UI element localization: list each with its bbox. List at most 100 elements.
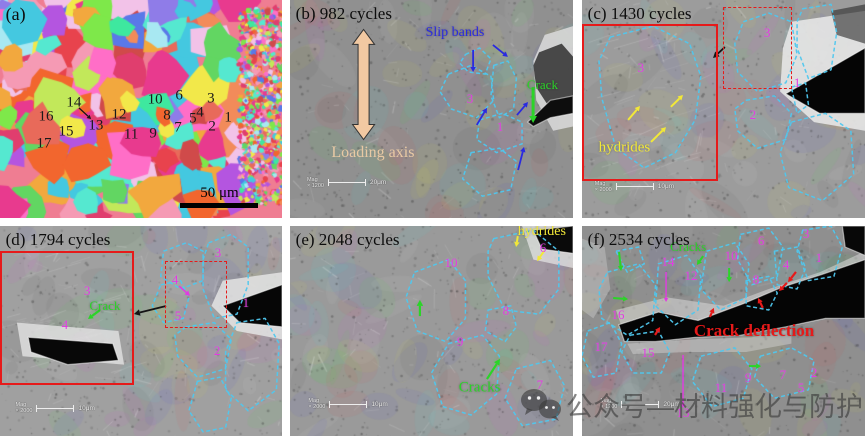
annotation-text: hydrides <box>517 226 566 239</box>
sem-overlay <box>351 26 573 197</box>
panel-title: (a) <box>5 4 26 25</box>
arrow-head <box>470 66 476 72</box>
grain-number: 1 <box>815 249 823 265</box>
grain-number: 7 <box>779 367 787 383</box>
grain-number: 2 <box>208 118 216 135</box>
magnification-label: Mag × 1200 <box>600 398 618 411</box>
arrow-head <box>726 277 732 283</box>
grain-outline <box>615 246 646 273</box>
arrow <box>613 297 624 300</box>
arrow-head <box>482 107 487 114</box>
arrow-head <box>622 295 629 302</box>
panel-f: Cracks Crack deflection 14 12 10 6 8 4 3 1 16 17 15 9… <box>582 226 865 436</box>
arrow <box>627 109 638 121</box>
sem-overlay <box>598 3 865 202</box>
annotation-text: hydrides <box>598 139 651 156</box>
magnification-label: Mag × 1200 <box>306 176 324 189</box>
grain-number: 15 <box>58 123 74 140</box>
grain-outline <box>734 95 793 149</box>
grain-number: 6 <box>175 87 183 104</box>
grain-outline <box>654 254 702 326</box>
grain-number: 1 <box>793 75 801 91</box>
arrow <box>516 105 526 116</box>
grain-number: 17 <box>594 338 608 354</box>
grain-outline <box>151 279 190 324</box>
grain-number: 10 <box>724 248 738 264</box>
arrow <box>650 129 664 143</box>
crack-region <box>526 95 573 128</box>
grain-number: 6 <box>539 240 547 256</box>
inset-box <box>582 23 718 181</box>
grain-number: 8 <box>752 271 760 287</box>
grain-number: 8 <box>163 107 171 124</box>
arrow-head <box>663 298 669 303</box>
annotation-text: Crack <box>526 77 558 93</box>
scale-bar: Mag × 2000 10μm <box>595 181 674 193</box>
arrow-head <box>502 51 508 57</box>
annotation-text: Crack <box>89 297 121 313</box>
grain-outline <box>174 321 232 378</box>
arrow <box>492 44 505 55</box>
grain-number: 11 <box>714 379 728 395</box>
grain-number: 5 <box>174 308 182 324</box>
arrow <box>698 255 704 262</box>
grain-outline <box>459 47 492 75</box>
panel-title: (c) 1430 cycles <box>587 4 692 24</box>
scale-bar-line <box>615 183 654 191</box>
grain-number: 7 <box>174 119 182 136</box>
grain-number: 17 <box>36 135 52 152</box>
grain-number: 3 <box>802 226 810 242</box>
scale-bar: Mag × 2000 10μm <box>308 398 387 410</box>
arrow-head <box>680 404 686 409</box>
crack-region <box>27 336 120 366</box>
arrow-head <box>788 276 794 283</box>
grain-number: 1 <box>496 119 504 135</box>
grain-outline <box>753 347 815 399</box>
grain-outline <box>691 347 753 408</box>
arrow <box>486 363 498 380</box>
panel-c: hydrides 3 3 1 2 Mag × 2000 10μm (c) 1430 cycles <box>582 0 865 218</box>
scale-length-label: 10μm <box>78 404 95 412</box>
arrow-head <box>493 358 500 366</box>
grain-outline <box>745 275 779 311</box>
scale-length-label: 10μm <box>371 400 388 408</box>
grain-number: 2 <box>749 107 757 123</box>
arrow-head <box>655 327 661 333</box>
grain-outline <box>224 317 280 412</box>
grain-number: 9 <box>456 333 464 349</box>
grain-number: 13 <box>676 404 690 420</box>
grain-outline <box>487 229 560 315</box>
arrow <box>708 312 713 318</box>
grain-outline <box>598 25 702 169</box>
ebsd-overlay <box>78 107 92 120</box>
arrow-head <box>133 309 141 316</box>
arrow <box>139 305 167 314</box>
grain-outline <box>598 263 657 336</box>
grain-number: 4 <box>782 257 790 273</box>
arrow-head <box>756 363 762 369</box>
scale-bar-line <box>180 203 259 209</box>
annotation-text: Crack deflection <box>693 321 815 340</box>
panel-b: Loading axis Slip bands Crack 3 1 Mag × 1200 20… <box>290 0 573 218</box>
grain-number: 8 <box>502 303 510 319</box>
arrow <box>670 97 681 108</box>
arrow-head <box>514 241 520 247</box>
arrow <box>515 235 519 243</box>
arrow-head <box>87 313 94 320</box>
scale-bar: Mag × 1200 20μm <box>307 177 386 189</box>
magnification-label: Mag × 2000 <box>594 180 612 193</box>
arrow-head <box>696 259 703 266</box>
grain-outline <box>736 227 784 286</box>
arrow <box>781 282 788 289</box>
ebsd-map <box>0 0 282 218</box>
arrow-head <box>660 127 667 133</box>
grain-number: 3 <box>763 24 771 40</box>
magnification-label: Mag × 2000 <box>15 402 33 415</box>
grain-number: 5 <box>797 379 805 395</box>
scale-length-label: 20μm <box>369 179 387 187</box>
scale-bar-line <box>36 404 75 412</box>
grain-number: 4 <box>196 104 204 121</box>
grain-outline <box>188 376 232 433</box>
sem-overlay <box>16 233 282 433</box>
